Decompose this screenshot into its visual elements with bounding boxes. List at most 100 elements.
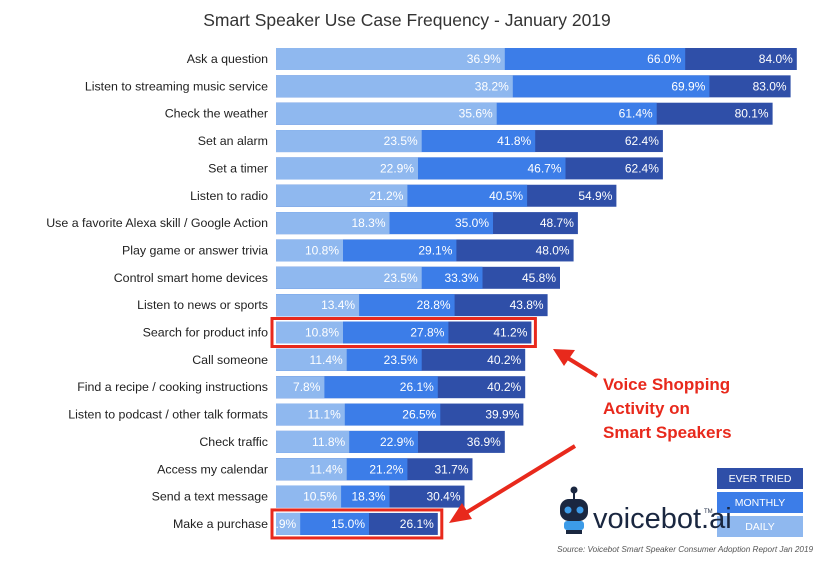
value-label-monthly-check-the-weather: 61.4% [619,107,653,121]
value-label-ever-tried-listen-to-podcast-other-talk-formats: 39.9% [485,408,519,422]
value-label-ever-tried-set-an-alarm: 62.4% [625,134,659,148]
category-label-access-my-calendar: Access my calendar [157,462,268,476]
highlight-boxes [270,317,537,540]
highlight-box-make-a-purchase [270,508,444,540]
legend-swatch-monthly [717,492,803,513]
value-label-ever-tried-call-someone: 40.2% [487,353,521,367]
source-note: Source: Voicebot Smart Speaker Consumer … [557,545,814,554]
arrow-head-purchase [449,503,472,523]
bar-daily-check-the-weather [276,102,497,125]
value-label-daily-check-traffic: 11.8% [312,435,345,449]
value-label-daily-set-an-alarm: 23.5% [384,134,418,148]
value-label-monthly-ask-a-question: 66.0% [647,52,681,66]
category-label-set-a-timer: Set a timer [208,161,268,175]
value-label-monthly-access-my-calendar: 21.2% [369,462,403,476]
value-label-ever-tried-access-my-calendar: 31.7% [434,462,468,476]
category-label-check-the-weather: Check the weather [165,107,268,121]
bar-daily-find-a-recipe-cooking-instructions [276,376,325,399]
chart-title: Smart Speaker Use Case Frequency - Janua… [203,10,611,30]
value-label-monthly-listen-to-podcast-other-talk-formats: 26.5% [402,408,436,422]
legend-swatch-ever-tried [717,468,803,489]
annotation-line-3: Smart Speakers [603,423,732,442]
bar-daily-send-a-text-message [276,485,342,508]
logo-wordmark: voicebot.ai [593,503,732,535]
value-label-monthly-find-a-recipe-cooking-instructions: 26.1% [400,380,434,394]
value-label-ever-tried-listen-to-radio: 54.9% [578,189,612,203]
logo-trademark: TM [704,509,713,515]
bar-daily-access-my-calendar [276,458,347,481]
value-label-ever-tried-find-a-recipe-cooking-instructions: 40.2% [487,380,521,394]
value-label-ever-tried-make-a-purchase: 26.1% [400,517,434,531]
bar-daily-call-someone [276,348,347,371]
bar-daily-listen-to-streaming-music-service [276,75,513,98]
value-label-monthly-make-a-purchase: 15.0% [331,517,365,531]
bar-daily-listen-to-radio [276,184,408,207]
category-label-listen-to-podcast-other-talk-formats: Listen to podcast / other talk formats [68,408,268,422]
value-label-ever-tried-use-a-favorite-alexa-skill-google-action: 48.7% [540,216,574,230]
value-label-monthly-call-someone: 23.5% [384,353,418,367]
value-label-monthly-check-traffic: 22.9% [380,435,414,449]
value-label-daily-access-my-calendar: 11.4% [310,462,343,476]
value-label-ever-tried-check-traffic: 36.9% [467,435,501,449]
value-label-daily-make-a-purchase: 3.9% [269,517,297,531]
value-label-daily-listen-to-streaming-music-service: 38.2% [475,79,509,93]
legend-swatch-daily [717,516,803,537]
bar-daily-listen-to-news-or-sports [276,294,360,317]
category-label-check-traffic: Check traffic [199,435,268,449]
value-label-monthly-listen-to-radio: 40.5% [489,189,523,203]
annotation-arrows [449,349,599,523]
category-label-set-an-alarm: Set an alarm [198,134,268,148]
value-label-daily-listen-to-news-or-sports: 13.4% [321,298,355,312]
value-label-ever-tried-search-for-product-info: 41.2% [493,326,527,340]
bars-group: Ask a question Listen to streaming music … [46,48,797,535]
value-label-ever-tried-set-a-timer: 62.4% [625,161,659,175]
bar-daily-use-a-favorite-alexa-skill-google-action [276,212,390,235]
highlight-box-search-for-product-info [270,317,537,348]
value-label-ever-tried-listen-to-news-or-sports: 43.8% [510,298,544,312]
value-label-monthly-send-a-text-message: 18.3% [351,490,385,504]
bar-daily-set-an-alarm [276,130,422,153]
value-label-daily-listen-to-radio: 21.2% [369,189,403,203]
category-label-control-smart-home-devices: Control smart home devices [114,271,268,285]
value-label-daily-control-smart-home-devices: 23.5% [384,271,418,285]
robot-icon [560,486,588,534]
category-label-use-a-favorite-alexa-skill-google-action: Use a favorite Alexa skill / Google Acti… [46,216,268,230]
arrow-to-product-info [564,355,599,378]
category-label-search-for-product-info: Search for product info [143,326,268,340]
value-label-daily-send-a-text-message: 10.5% [303,490,337,504]
category-label-make-a-purchase: Make a purchase [173,517,268,531]
value-label-monthly-set-a-timer: 46.7% [527,161,561,175]
legend: EVER TRIED MONTHLY DAILY [717,468,803,537]
value-label-ever-tried-check-the-weather: 80.1% [735,107,769,121]
bar-daily-make-a-purchase [276,512,301,535]
category-label-play-game-or-answer-trivia: Play game or answer trivia [122,243,268,257]
value-label-daily-play-game-or-answer-trivia: 10.8% [305,243,339,257]
value-label-daily-set-a-timer: 22.9% [380,161,414,175]
value-label-daily-call-someone: 11.4% [310,353,343,367]
legend-label-ever-tried: EVER TRIED [729,473,792,485]
category-label-listen-to-radio: Listen to radio [190,189,268,203]
value-label-monthly-use-a-favorite-alexa-skill-google-action: 35.0% [455,216,489,230]
value-label-daily-use-a-favorite-alexa-skill-google-action: 18.3% [351,216,385,230]
annotation-line-1: Voice Shopping [603,375,730,394]
value-label-monthly-listen-to-streaming-music-service: 69.9% [671,79,705,93]
value-label-monthly-control-smart-home-devices: 33.3% [444,271,478,285]
value-label-daily-check-the-weather: 35.6% [459,107,493,121]
value-label-daily-ask-a-question: 36.9% [467,52,501,66]
annotation-line-2: Activity on [603,399,690,418]
voicebot-logo: voicebot.ai TM [560,486,732,535]
bar-daily-check-traffic [276,430,350,453]
arrow-to-purchase [462,444,577,516]
value-label-daily-find-a-recipe-cooking-instructions: 7.8% [293,380,321,394]
category-label-ask-a-question: Ask a question [187,52,268,66]
category-label-listen-to-streaming-music-service: Listen to streaming music service [85,79,268,93]
category-label-call-someone: Call someone [192,353,268,367]
value-label-ever-tried-send-a-text-message: 30.4% [426,490,460,504]
value-label-daily-search-for-product-info: 10.8% [305,326,339,340]
bar-daily-set-a-timer [276,157,418,180]
category-label-send-a-text-message: Send a text message [152,490,269,504]
bar-daily-play-game-or-answer-trivia [276,239,343,262]
value-label-daily-listen-to-podcast-other-talk-formats: 11.1% [308,408,341,422]
category-label-listen-to-news-or-sports: Listen to news or sports [137,298,268,312]
